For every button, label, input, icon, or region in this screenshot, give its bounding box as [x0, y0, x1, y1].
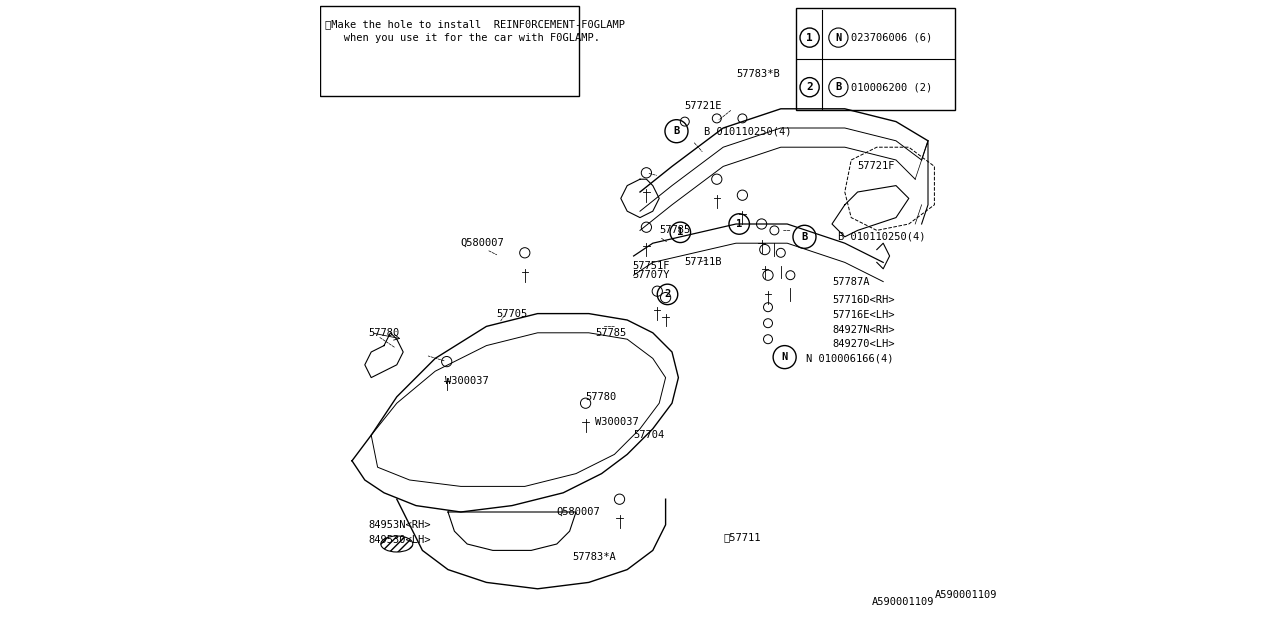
- Text: 1: 1: [677, 227, 684, 237]
- Text: 57705: 57705: [497, 308, 527, 319]
- Text: N 010006166(4): N 010006166(4): [806, 353, 893, 364]
- Text: W300037: W300037: [445, 376, 489, 386]
- Text: 57785: 57785: [595, 328, 626, 338]
- Text: B: B: [673, 126, 680, 136]
- Text: B: B: [801, 232, 808, 242]
- Text: 57707Y: 57707Y: [632, 270, 669, 280]
- Text: 1: 1: [806, 33, 813, 43]
- Text: 57704: 57704: [634, 430, 664, 440]
- Text: 2: 2: [664, 289, 671, 300]
- Text: 010006200 (2): 010006200 (2): [851, 82, 932, 92]
- Text: W300037: W300037: [595, 417, 639, 428]
- Text: 57780: 57780: [585, 392, 617, 402]
- Text: N: N: [782, 352, 787, 362]
- Text: B: B: [836, 82, 841, 92]
- Text: 84953N<RH>: 84953N<RH>: [369, 520, 430, 530]
- Text: 57716E<LH>: 57716E<LH>: [832, 310, 895, 320]
- Text: 57787A: 57787A: [832, 276, 869, 287]
- Text: A590001109: A590001109: [872, 596, 934, 607]
- Text: N: N: [836, 33, 841, 43]
- Text: B 010110250(4): B 010110250(4): [704, 126, 791, 136]
- Text: 2: 2: [806, 82, 813, 92]
- Text: 57716D<RH>: 57716D<RH>: [832, 294, 895, 305]
- Text: 57783*B: 57783*B: [736, 68, 780, 79]
- Text: 57783*A: 57783*A: [573, 552, 617, 562]
- Text: Q580007: Q580007: [461, 238, 504, 248]
- Text: ※57711: ※57711: [723, 532, 760, 543]
- Text: 1: 1: [736, 219, 742, 229]
- Text: 849270<LH>: 849270<LH>: [832, 339, 895, 349]
- Text: 57711B: 57711B: [685, 257, 722, 268]
- Text: 57721E: 57721E: [685, 100, 722, 111]
- Text: B 010110250(4): B 010110250(4): [838, 232, 925, 242]
- Text: 849530<LH>: 849530<LH>: [369, 534, 430, 545]
- Text: 023706006 (6): 023706006 (6): [851, 33, 932, 43]
- Text: 57785: 57785: [659, 225, 690, 236]
- Text: A590001109: A590001109: [934, 590, 997, 600]
- Text: 57721F: 57721F: [858, 161, 895, 172]
- Text: ※Make the hole to install  REINF0RCEMENT-F0GLAMP
   when you use it for the car : ※Make the hole to install REINF0RCEMENT-…: [325, 19, 625, 44]
- Text: Q580007: Q580007: [557, 507, 600, 517]
- Text: 84927N<RH>: 84927N<RH>: [832, 324, 895, 335]
- Text: 57751F: 57751F: [632, 260, 669, 271]
- Text: 57780: 57780: [369, 328, 399, 338]
